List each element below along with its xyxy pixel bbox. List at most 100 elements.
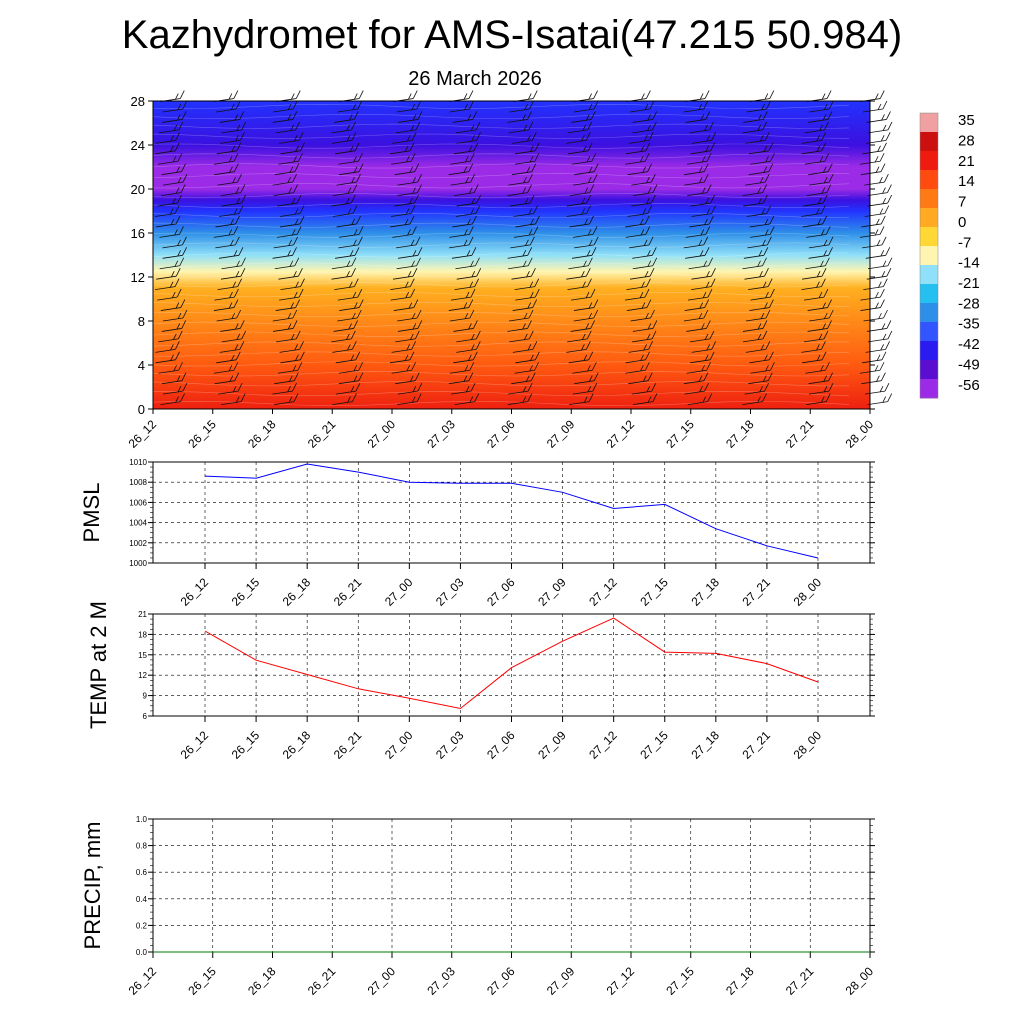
wind-barb <box>393 299 419 311</box>
wind-barb <box>456 268 482 280</box>
wind-barb <box>337 309 362 322</box>
colorbar-label: 21 <box>958 153 975 170</box>
y-tick-label: 8 <box>138 314 145 329</box>
wind-barb <box>155 351 180 364</box>
x-tick-label: 27_15 <box>637 575 671 609</box>
wind-barb <box>689 215 714 228</box>
wind-barb <box>691 132 717 144</box>
colorbar-swatch <box>920 113 938 133</box>
wind-barb <box>567 121 593 134</box>
wind-barb <box>218 382 243 395</box>
wind-barb <box>686 320 711 332</box>
wind-barb <box>629 268 655 280</box>
wind-barb <box>454 393 480 405</box>
wind-barb <box>624 288 650 301</box>
wind-barb <box>867 121 893 134</box>
wind-barb <box>272 247 297 259</box>
wind-barb <box>743 247 769 259</box>
wind-barb <box>507 247 533 259</box>
x-tick-label: 27_00 <box>365 417 399 451</box>
wind-barb <box>397 184 422 196</box>
x-tick-label: 27_15 <box>663 417 697 451</box>
isotherm-line <box>152 103 850 110</box>
wind-barb <box>742 257 767 270</box>
wind-barb <box>749 299 774 311</box>
wind-barb <box>509 100 534 113</box>
wind-barb <box>750 226 775 238</box>
wind-barb <box>749 351 774 364</box>
wind-barb <box>683 100 709 113</box>
y-tick-label: 21 <box>138 610 147 619</box>
wind-barb <box>397 382 423 395</box>
wind-barb <box>683 372 709 385</box>
wind-barb <box>509 194 535 207</box>
wind-barb <box>632 111 658 123</box>
wind-barb <box>745 132 770 144</box>
wind-barb <box>507 184 532 196</box>
colorbar-swatch <box>920 322 938 342</box>
wind-barb <box>749 90 775 102</box>
wind-barb <box>397 173 422 186</box>
wind-barb <box>748 372 773 385</box>
wind-barb <box>336 173 361 186</box>
wind-barb <box>684 163 709 176</box>
y-tick-label: 0 <box>138 402 145 417</box>
colorbar-swatch <box>920 227 938 247</box>
colorbar-label: -21 <box>958 275 980 292</box>
wind-barb <box>160 299 186 311</box>
wind-barb <box>744 268 769 280</box>
colorbar-swatch <box>920 341 938 361</box>
wind-barb <box>448 372 474 385</box>
wind-barb <box>802 351 827 364</box>
wind-barb <box>685 111 711 123</box>
wind-barb <box>452 215 477 228</box>
wind-barb <box>221 330 247 343</box>
wind-barb <box>863 309 888 322</box>
colorbar-label: 35 <box>958 112 975 129</box>
wind-barb <box>625 142 651 155</box>
isotherm-line <box>152 153 850 159</box>
wind-barb <box>161 320 187 332</box>
wind-barb <box>745 341 771 353</box>
colorbar-swatch <box>920 132 938 152</box>
x-tick-label: 27_12 <box>604 964 638 998</box>
wind-barb <box>571 247 597 259</box>
wind-barb <box>809 100 834 113</box>
y-tick-label: 0.2 <box>136 921 148 930</box>
wind-barb <box>569 215 594 228</box>
isotherm-line <box>152 113 850 119</box>
isotherm-line <box>152 193 850 199</box>
wind-barb <box>339 226 364 238</box>
wind-barb <box>573 173 598 186</box>
wind-barb <box>631 194 656 207</box>
wind-barb <box>396 236 421 249</box>
x-tick-label: 27_06 <box>484 575 518 609</box>
wind-barb <box>864 205 890 217</box>
wind-barb <box>745 309 771 322</box>
wind-barb <box>339 90 364 102</box>
y-tick-label: 0.6 <box>136 868 148 877</box>
wind-barb <box>515 142 540 155</box>
isotherm-line <box>152 133 850 139</box>
wind-barb <box>807 320 832 332</box>
wind-barb <box>334 278 359 291</box>
x-tick-label: 27_06 <box>484 728 518 762</box>
wind-barb <box>627 205 653 217</box>
wind-barb <box>280 351 305 364</box>
wind-barb <box>390 205 416 217</box>
wind-barb <box>216 351 241 364</box>
isotherm-line <box>152 163 850 169</box>
wind-barb <box>336 215 361 228</box>
colorbar-label: 0 <box>958 214 966 231</box>
isotherm-line <box>152 212 850 218</box>
wind-barb <box>508 382 533 395</box>
wind-barb <box>215 215 240 228</box>
wind-barb <box>809 309 834 322</box>
colorbar-swatch <box>920 189 938 209</box>
colorbar-label: 14 <box>958 173 975 190</box>
wind-barb <box>161 163 186 176</box>
wind-barb <box>571 111 596 123</box>
wind-barb <box>507 111 532 123</box>
wind-barb <box>391 153 416 165</box>
